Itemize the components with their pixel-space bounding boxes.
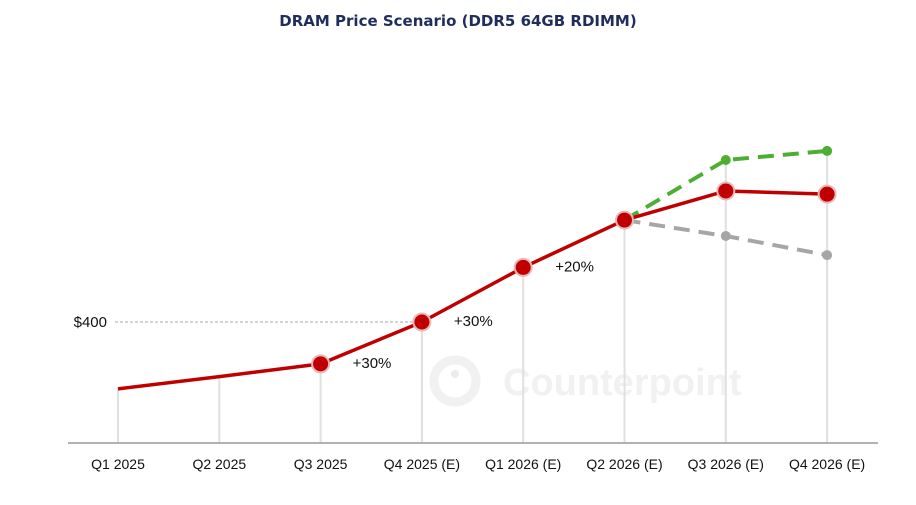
reference-label: $400 xyxy=(74,314,107,331)
x-tick-label: Q2 2025 xyxy=(192,456,246,472)
data-point-base xyxy=(615,210,634,230)
watermark-logo xyxy=(429,355,481,407)
growth-annotation: +30% xyxy=(353,355,392,372)
data-point-base xyxy=(412,312,432,332)
series-line-upside xyxy=(623,148,828,222)
series-line-base xyxy=(117,189,828,391)
x-tick-label: Q2 2026 (E) xyxy=(586,456,662,472)
data-point-downside xyxy=(822,250,833,261)
x-tick-label: Q3 2026 (E) xyxy=(688,456,764,472)
x-tick-label: Q4 2025 (E) xyxy=(384,456,460,472)
chart-title: DRAM Price Scenario (DDR5 64GB RDIMM) xyxy=(279,12,637,30)
x-tick-label: Q1 2026 (E) xyxy=(485,456,561,472)
data-point-base xyxy=(311,354,331,374)
data-point-base xyxy=(513,257,533,277)
growth-annotation: +30% xyxy=(454,313,493,330)
data-point-upside xyxy=(720,155,731,166)
growth-annotation: +20% xyxy=(555,258,594,275)
data-point-base xyxy=(817,184,837,204)
x-tick-label: Q4 2026 (E) xyxy=(789,456,865,472)
data-point-upside xyxy=(822,145,833,156)
data-point-downside xyxy=(720,231,731,242)
x-tick-label: Q1 2025 xyxy=(91,456,145,472)
watermark-text: Counterpoint xyxy=(503,362,742,404)
x-tick-label: Q3 2025 xyxy=(294,456,348,472)
data-point-base xyxy=(716,181,736,201)
